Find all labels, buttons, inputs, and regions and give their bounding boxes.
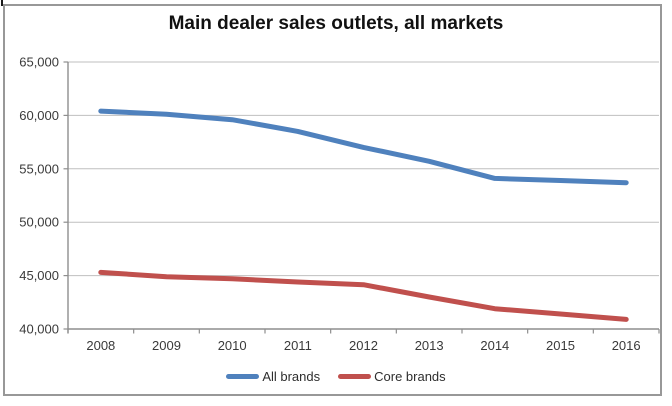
chart-title: Main dealer sales outlets, all markets	[168, 13, 504, 34]
x-axis-label: 2016	[612, 338, 641, 353]
core-brands-line-swatch-icon	[338, 374, 372, 379]
y-axis-label: 55,000	[19, 161, 59, 176]
legend-label-all-brands: All brands	[262, 369, 321, 384]
legend-entry-core-brands: Core brands	[338, 369, 446, 384]
x-axis-label: 2010	[218, 338, 247, 353]
y-axis-label: 65,000	[19, 55, 59, 70]
y-axis-label: 50,000	[19, 215, 59, 230]
x-axis-label: 2013	[415, 338, 444, 353]
y-axis-label: 60,000	[19, 108, 59, 123]
y-axis-label: 40,000	[19, 322, 59, 337]
x-axis-label: 2011	[284, 338, 312, 353]
series-line-core-brands	[98, 269, 629, 322]
top-left-border-artifact	[1, 0, 3, 6]
x-axis-label: 2008	[86, 338, 115, 353]
x-axis-label: 2009	[152, 338, 181, 353]
all-brands-line-swatch-icon	[226, 374, 260, 379]
chart-frame	[3, 4, 662, 396]
legend-entry-all-brands: All brands	[226, 369, 320, 384]
x-axis-label: 2012	[349, 338, 378, 353]
legend-label-core-brands: Core brands	[374, 369, 446, 384]
x-axis-label: 2015	[546, 338, 575, 353]
series-line-all-brands	[98, 108, 629, 186]
legend: All brands Core brands	[0, 369, 672, 384]
x-axis-label: 2014	[480, 338, 509, 353]
y-axis-label: 45,000	[19, 268, 59, 283]
